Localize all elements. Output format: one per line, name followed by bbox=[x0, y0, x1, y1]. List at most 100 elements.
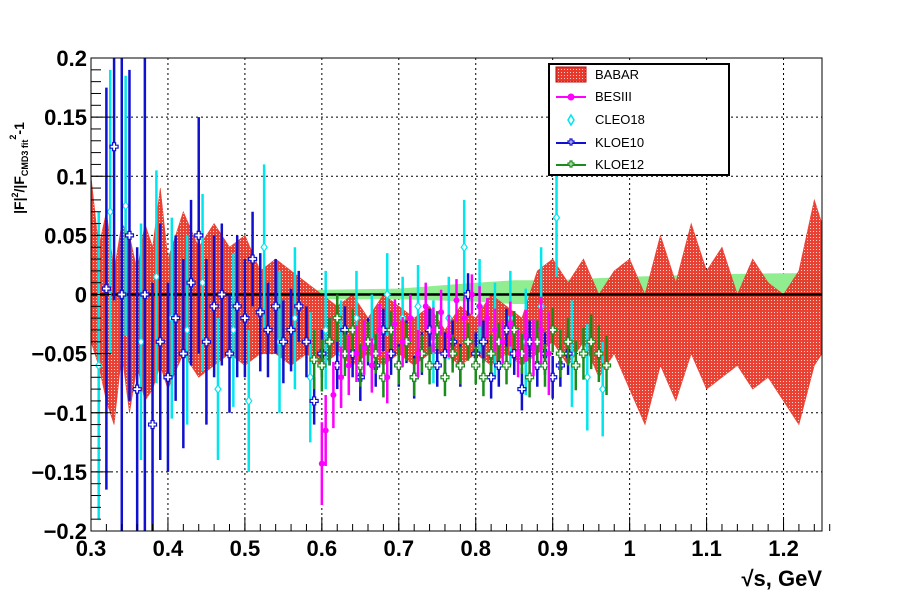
data-point bbox=[563, 337, 573, 347]
data-point bbox=[101, 283, 111, 294]
data-point bbox=[109, 142, 119, 152]
data-point bbox=[376, 326, 383, 333]
data-point bbox=[432, 360, 442, 371]
data-point bbox=[330, 392, 337, 399]
data-point bbox=[317, 360, 327, 371]
data-point bbox=[548, 372, 558, 382]
data-point bbox=[278, 337, 288, 347]
y-tick-label-3: −0.05 bbox=[31, 342, 87, 367]
legend-marker-besiii bbox=[567, 93, 575, 101]
data-point bbox=[598, 384, 607, 395]
legend-swatch-babar bbox=[555, 66, 587, 83]
data-point bbox=[286, 325, 296, 335]
y-tick-label-8: 0.2 bbox=[56, 46, 87, 71]
data-point bbox=[468, 291, 475, 298]
data-point bbox=[578, 349, 589, 359]
data-point bbox=[309, 396, 319, 406]
data-point bbox=[332, 313, 342, 323]
data-point bbox=[422, 303, 429, 310]
data-point bbox=[460, 242, 468, 253]
data-point bbox=[384, 374, 391, 381]
data-point bbox=[438, 309, 445, 316]
data-point bbox=[484, 315, 491, 322]
y-label-sub: CMD3 fit bbox=[20, 140, 30, 177]
data-point bbox=[178, 349, 188, 359]
data-point bbox=[209, 301, 219, 311]
data-point bbox=[171, 313, 181, 323]
x-axis-label: √s, GeV bbox=[741, 566, 822, 591]
x-tick-label-9: 1.2 bbox=[768, 536, 799, 561]
data-point bbox=[399, 338, 406, 345]
data-point bbox=[106, 206, 114, 217]
data-point bbox=[386, 349, 396, 359]
data-point bbox=[271, 301, 281, 311]
data-point bbox=[383, 289, 391, 300]
data-point bbox=[361, 344, 368, 351]
series-besiii bbox=[318, 274, 552, 505]
legend-label-kloe12: KLOE12 bbox=[595, 157, 644, 172]
data-point bbox=[198, 277, 207, 288]
data-point bbox=[163, 372, 173, 382]
data-point bbox=[415, 350, 422, 357]
y-tick-label-7: 0.15 bbox=[44, 105, 87, 130]
y-label-end-sup: 2 bbox=[8, 135, 18, 140]
legend-label-cleo18: CLEO18 bbox=[595, 112, 645, 127]
legend: BABAR BESIII CLEO18 KLOE10 KLOE12 bbox=[548, 63, 730, 176]
x-tick-label-2: 0.5 bbox=[230, 536, 261, 561]
data-point bbox=[522, 332, 529, 339]
y-tick-label-0: −0.2 bbox=[44, 519, 87, 544]
legend-marker-kloe12 bbox=[567, 160, 575, 168]
data-point bbox=[152, 271, 161, 282]
data-point bbox=[455, 360, 465, 371]
data-point bbox=[394, 360, 404, 371]
data-point bbox=[217, 289, 227, 300]
data-point bbox=[263, 325, 273, 335]
x-tick-label-7: 1 bbox=[624, 536, 636, 561]
data-point bbox=[571, 360, 581, 371]
y-tick-label-1: −0.15 bbox=[31, 460, 87, 485]
data-point bbox=[183, 324, 191, 335]
data-point bbox=[255, 307, 265, 317]
data-point bbox=[499, 338, 506, 345]
y-label-main: |F| bbox=[11, 197, 27, 213]
data-point bbox=[583, 372, 592, 383]
data-point bbox=[476, 303, 483, 310]
data-point bbox=[448, 349, 458, 359]
x-tick-label-5: 0.8 bbox=[460, 536, 491, 561]
data-point bbox=[294, 301, 304, 311]
data-point bbox=[247, 254, 258, 264]
data-point bbox=[515, 350, 522, 357]
data-point bbox=[486, 349, 496, 359]
data-point bbox=[147, 419, 158, 430]
data-point bbox=[453, 297, 460, 304]
legend-marker-cleo18 bbox=[567, 113, 575, 127]
data-point bbox=[124, 230, 135, 240]
data-point bbox=[291, 313, 299, 324]
data-point bbox=[463, 337, 473, 347]
data-point bbox=[155, 337, 165, 347]
data-point bbox=[552, 212, 561, 223]
data-point bbox=[324, 337, 335, 347]
points bbox=[94, 58, 612, 531]
data-point bbox=[409, 372, 419, 382]
data-point bbox=[353, 350, 360, 357]
data-point bbox=[601, 360, 612, 371]
data-point bbox=[244, 395, 253, 406]
data-point bbox=[121, 200, 130, 211]
data-point bbox=[201, 337, 212, 347]
data-point bbox=[555, 349, 565, 359]
data-point bbox=[461, 315, 468, 322]
x-tick-label-8: 1.1 bbox=[691, 536, 722, 561]
data-point bbox=[345, 362, 352, 369]
series-kloe12 bbox=[309, 294, 612, 398]
data-point bbox=[594, 349, 604, 359]
data-point bbox=[586, 337, 596, 347]
data-point bbox=[137, 336, 145, 347]
data-point bbox=[424, 360, 435, 371]
data-point bbox=[545, 350, 552, 357]
data-point bbox=[486, 372, 496, 382]
y-label-mid: /|F bbox=[11, 176, 27, 193]
y-tick-label-4: 0 bbox=[75, 283, 87, 308]
